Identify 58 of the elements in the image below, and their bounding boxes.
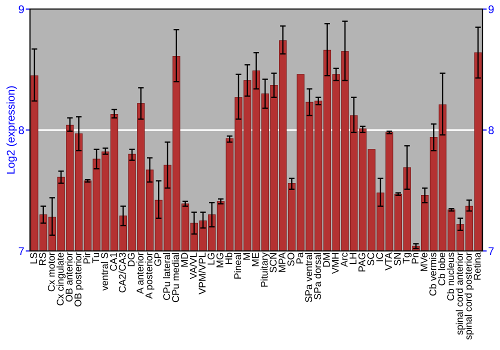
x-tick-label: SO: [287, 252, 294, 266]
x-tick-label: Cx cingulate: [56, 252, 66, 306]
x-tick-label: Pineal: [234, 252, 242, 279]
y2-tick-label: 9: [488, 5, 494, 14]
x-tick-label: OB posterior: [74, 252, 84, 306]
x-tick-label: RS: [39, 252, 46, 266]
x-tick-label: LS: [30, 252, 38, 264]
x-tick-label: ME: [252, 252, 259, 266]
x-tick-label: MVe: [420, 252, 428, 271]
y-tick-label: 8: [18, 126, 24, 134]
x-tick-label: CA1: [110, 252, 117, 271]
x-tick-label: OB anterior: [65, 252, 73, 302]
x-tick-label: Arc: [340, 252, 348, 267]
x-tick-label: VTA: [385, 252, 392, 270]
x-tick-label: GP: [154, 252, 162, 266]
x-tick-label: Retina: [474, 252, 481, 280]
x-tick-label: IC: [376, 252, 384, 262]
x-tick-label: Pn: [412, 252, 418, 264]
x-tick-label: Pa: [296, 252, 304, 264]
y2-tick-label: 8: [488, 126, 494, 134]
x-tick-label: MG: [216, 253, 224, 268]
x-tick-label: Cx motor: [48, 252, 55, 292]
x-tick-label: CPu medial: [172, 252, 180, 302]
x-tick-label: MD: [181, 252, 188, 267]
y-tick-label: 9: [18, 5, 24, 14]
x-tick-label: Tg: [402, 252, 412, 264]
x-tick-label: Cb nucleus: [446, 252, 454, 300]
x-tick-label: CA2/CA3: [118, 252, 126, 292]
x-tick-label: SPa dorsal: [314, 252, 321, 300]
y2-tick-label: 7: [488, 247, 494, 255]
y-axis-title: Log2 (expression): [6, 86, 17, 174]
x-tick-label: SPa ventral: [304, 252, 312, 302]
x-tick-label: PAG: [358, 253, 366, 272]
x-tick-label: M: [243, 253, 250, 260]
x-tick-label: spinal cord posterior: [464, 252, 474, 340]
x-tick-label: DG: [128, 253, 135, 266]
x-tick-label: spinal cord anterior: [456, 252, 465, 335]
y-tick-label: 7: [18, 247, 24, 255]
x-tick-label: Cb vermis: [429, 252, 436, 296]
x-tick-label: Tu: [92, 252, 100, 264]
x-tick-label: SCN: [270, 253, 277, 272]
x-tick-label: VA/VL: [190, 252, 197, 280]
x-tick-label: SN: [394, 253, 401, 266]
x-tick-label: Pir: [83, 252, 90, 264]
x-tick-label: LG: [208, 253, 214, 265]
x-tick-label: CPu lateral: [162, 252, 170, 300]
x-tick-label: LH: [350, 253, 356, 264]
x-tick-label: A anterior: [136, 252, 144, 294]
x-tick-label: Cb lobe: [438, 252, 446, 286]
x-tick-label: Hb: [225, 252, 232, 264]
x-tick-label: SC: [367, 252, 374, 266]
x-tick-label: Pituitary: [260, 252, 270, 287]
x-tick-label: DM: [323, 253, 330, 267]
x-tick-label: VMH: [332, 253, 339, 274]
x-tick-label: MPA: [278, 252, 286, 272]
x-tick-label: VPM/VPL: [198, 252, 206, 294]
x-tick-label: A posterior: [145, 252, 154, 299]
x-tick-label: ventral S: [100, 252, 108, 291]
